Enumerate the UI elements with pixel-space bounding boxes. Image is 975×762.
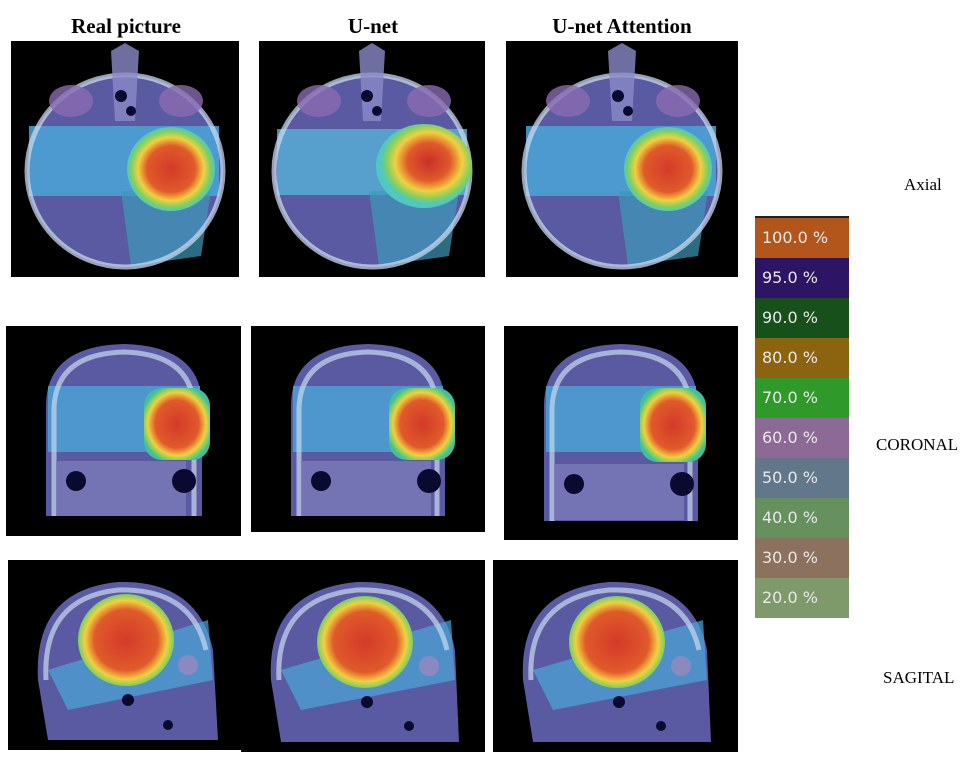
axial-slice-image (271, 43, 473, 270)
legend-item: 20.0 % (755, 578, 849, 618)
coronal-slice-image (291, 344, 455, 516)
axial-slice-image (24, 43, 226, 270)
row-label-sagital: SAGITAL (883, 668, 955, 687)
legend-item: 70.0 % (755, 378, 849, 418)
coronal-slice-image (544, 344, 706, 521)
dose-legend: 100.0 % 95.0 % 90.0 % 80.0 % 70.0 % 60.0… (755, 216, 849, 618)
sagital-real-picture (8, 560, 241, 750)
sagital-slice-image (270, 581, 459, 742)
column-title-unet-attention: U-net Attention (552, 14, 692, 38)
axial-slice-image (521, 43, 723, 270)
axial-real-picture (11, 41, 239, 277)
column-title-real-picture: Real picture (71, 14, 181, 38)
sagital-slice-image (522, 581, 711, 742)
sagital-unet (241, 560, 485, 752)
row-label-axial: Axial (904, 175, 942, 194)
legend-item: 60.0 % (755, 418, 849, 458)
legend-item: 100.0 % (755, 218, 849, 258)
row-label-coronal: CORONAL (876, 435, 959, 454)
legend-item: 30.0 % (755, 538, 849, 578)
legend-item: 50.0 % (755, 458, 849, 498)
column-title-unet: U-net (347, 14, 399, 38)
coronal-real-picture (6, 326, 241, 536)
coronal-unet (251, 326, 485, 532)
legend-item: 90.0 % (755, 298, 849, 338)
coronal-slice-image (46, 344, 210, 516)
axial-unet (259, 41, 485, 277)
sagital-unet-attention (493, 560, 738, 752)
legend-item: 80.0 % (755, 338, 849, 378)
sagital-slice-image (37, 581, 218, 740)
legend-item: 95.0 % (755, 258, 849, 298)
legend-item: 40.0 % (755, 498, 849, 538)
coronal-unet-attention (504, 326, 738, 540)
axial-unet-attention (506, 41, 738, 277)
